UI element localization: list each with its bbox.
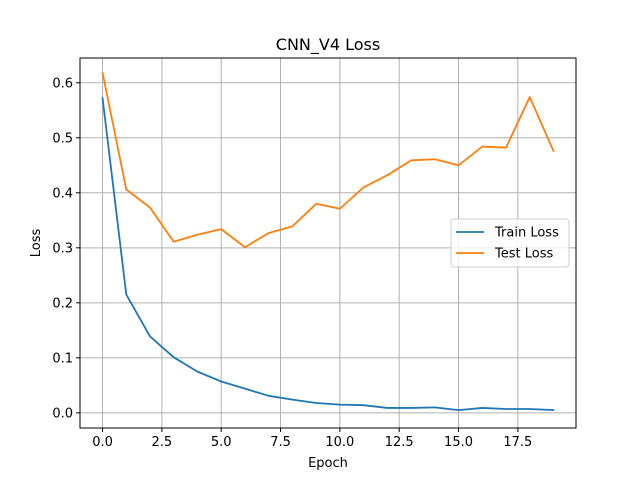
- series-lines: [101, 71, 555, 412]
- legend-box: [450, 218, 570, 268]
- x-tick-label: 17.5: [503, 435, 532, 450]
- x-axis-label: Epoch: [308, 456, 348, 471]
- y-tick-label: 0.0: [52, 406, 73, 421]
- chart-title: CNN_V4 Loss: [276, 35, 380, 55]
- series-line-test-loss: [101, 71, 555, 249]
- x-tick-label: 7.5: [270, 435, 291, 450]
- y-tick-label: 0.1: [52, 351, 73, 366]
- plot-frame: [79, 57, 577, 429]
- x-tick-label: 15.0: [444, 435, 473, 450]
- x-tick-label: 12.5: [385, 435, 414, 450]
- y-tick-label: 0.5: [52, 131, 73, 146]
- y-tick-label: 0.2: [52, 296, 73, 311]
- x-axis-ticks: 0.0 2.5 5.0 7.5 10.0 12.5 15.0 17.5: [92, 428, 532, 450]
- x-tick-label: 5.0: [211, 435, 232, 450]
- y-tick-label: 0.4: [52, 186, 73, 201]
- y-axis-label: Loss: [29, 229, 44, 258]
- legend-label-test-loss: Test Loss: [494, 247, 553, 262]
- y-tick-label: 0.6: [52, 76, 73, 91]
- x-tick-label: 10.0: [325, 435, 354, 450]
- series-line-train-loss: [101, 97, 555, 412]
- y-tick-label: 0.3: [52, 241, 73, 256]
- x-tick-label: 2.5: [152, 435, 173, 450]
- legend: Train Loss Test Loss: [450, 218, 570, 268]
- legend-label-train-loss: Train Loss: [494, 226, 559, 241]
- x-tick-label: 0.0: [92, 435, 113, 450]
- y-axis-ticks: 0.0 0.1 0.2 0.3 0.4 0.5 0.6: [52, 76, 80, 421]
